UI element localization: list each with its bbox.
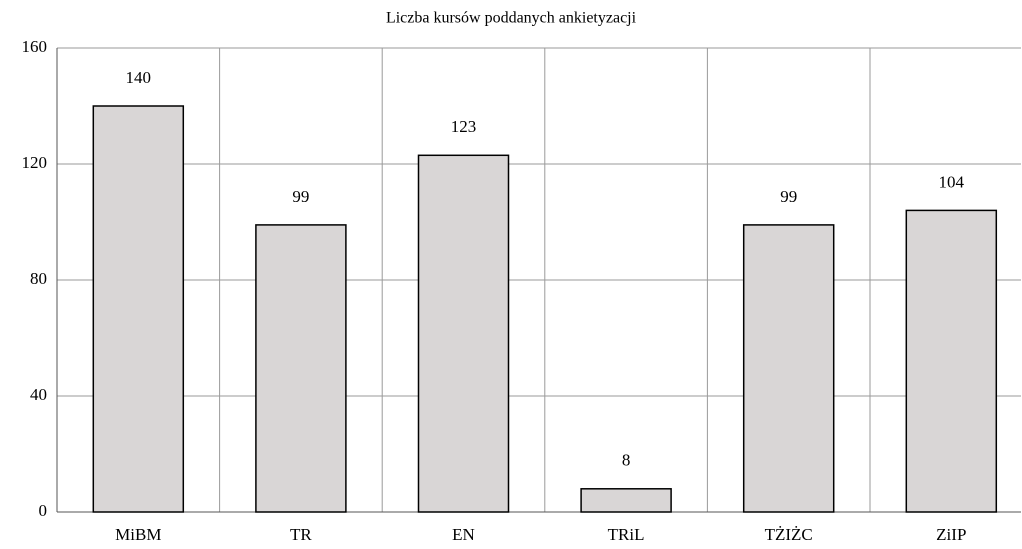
y-tick-label: 160 — [22, 37, 48, 56]
data-label: 104 — [939, 172, 965, 191]
x-tick-label: TRiL — [608, 525, 645, 544]
x-tick-label: ZiIP — [936, 525, 966, 544]
bar — [92, 105, 185, 513]
bar — [417, 154, 510, 513]
data-label: 8 — [622, 451, 631, 470]
y-tick-label: 40 — [30, 385, 47, 404]
x-tick-label: MiBM — [115, 525, 161, 544]
x-tick-label: TR — [290, 525, 312, 544]
data-label: 99 — [780, 187, 797, 206]
bar — [580, 488, 672, 513]
y-tick-label: 80 — [30, 269, 47, 288]
y-tick-label: 120 — [22, 153, 48, 172]
y-tick-label: 0 — [39, 501, 48, 520]
bar — [742, 224, 835, 513]
data-label: 140 — [126, 68, 152, 87]
data-label: 123 — [451, 117, 477, 136]
bar — [255, 224, 347, 513]
chart-title: Liczba kursów poddanych ankietyzacji — [386, 10, 637, 27]
x-tick-label: TŻIŻC — [765, 525, 813, 544]
bar — [905, 209, 998, 513]
x-tick-label: EN — [452, 525, 475, 544]
data-label: 99 — [292, 187, 309, 206]
